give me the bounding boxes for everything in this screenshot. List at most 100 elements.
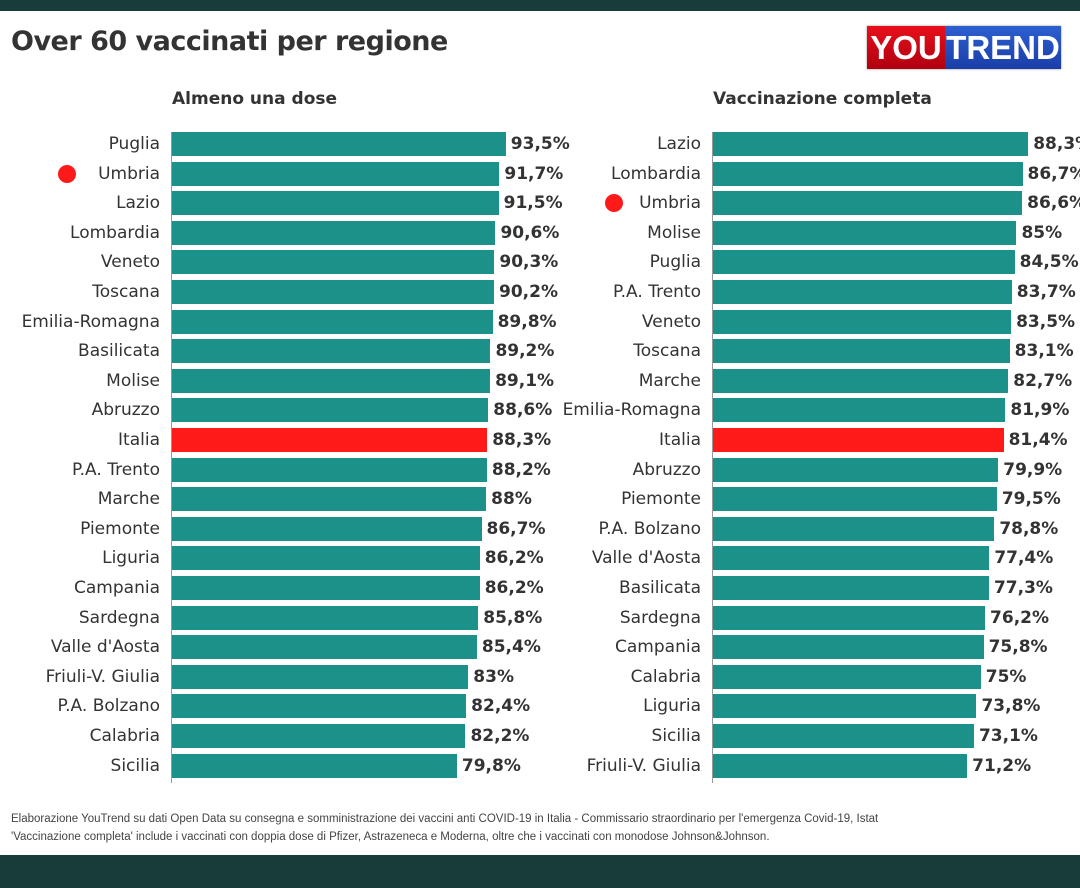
category-label: Molise (647, 222, 701, 243)
value-label: 82,4% (471, 696, 531, 717)
value-label: 84,5% (1019, 252, 1079, 273)
category-label: Sardegna (78, 607, 160, 628)
category-label: Sicilia (110, 755, 160, 776)
category-label: Piemonte (621, 489, 701, 510)
value-label: 82,7% (1013, 370, 1073, 391)
panel-title-first-dose: Almeno una dose (172, 89, 338, 109)
value-label: 75% (985, 666, 1027, 687)
category-label: Friuli-V. Giulia (45, 666, 160, 687)
value-label: 91,7% (504, 163, 564, 184)
axis-line (712, 132, 713, 784)
bar (172, 309, 493, 334)
value-label: 71,2% (972, 755, 1032, 776)
category-label: Lombardia (611, 163, 701, 184)
bar (713, 457, 999, 482)
bar (713, 576, 989, 600)
bar (713, 428, 1004, 452)
panel-title-complete: Vaccinazione completa (713, 89, 932, 109)
value-label: 86,6% (1027, 193, 1080, 214)
bar (713, 398, 1006, 423)
value-label: 90,2% (499, 282, 558, 302)
value-label: 85,4% (481, 637, 541, 658)
bar (172, 635, 477, 660)
value-label: 91,5% (503, 193, 563, 214)
bar (172, 250, 495, 275)
category-label: Molise (106, 370, 160, 391)
value-label: 85,8% (483, 607, 543, 628)
footer-definition: 'Vaccinazione completa' include i vaccin… (11, 831, 770, 843)
bar (172, 220, 496, 245)
category-label: Calabria (89, 726, 160, 746)
category-label: Sardegna (619, 607, 701, 628)
value-label: 83,5% (1016, 311, 1076, 332)
value-label: 79,9% (1003, 459, 1063, 480)
bar (713, 487, 997, 512)
bar (713, 664, 981, 689)
category-label: Friuli-V. Giulia (586, 755, 701, 776)
bar (172, 487, 487, 512)
bar (172, 753, 457, 778)
bar (172, 191, 499, 216)
value-label: 88,3% (1033, 134, 1080, 154)
category-label: Valle d'Aosta (50, 637, 160, 658)
bar (172, 576, 480, 600)
value-label: 83% (473, 666, 514, 687)
bar (713, 132, 1029, 156)
value-label: 83,7% (1016, 282, 1076, 302)
bar (172, 132, 506, 156)
value-label: 85% (1021, 222, 1063, 243)
value-label: 77,3% (993, 578, 1053, 598)
category-label: Veneto (641, 311, 701, 332)
category-label: Lazio (657, 134, 701, 154)
category-label: Puglia (649, 252, 701, 273)
bar (172, 398, 489, 423)
bar (172, 724, 466, 748)
category-label: Piemonte (80, 518, 160, 539)
bar (713, 753, 968, 778)
youtrend-logo: YOU TREND (867, 26, 1061, 69)
category-label: Liguria (643, 696, 701, 717)
category-label: Veneto (100, 252, 160, 273)
logo-part-trend: TREND (945, 26, 1061, 69)
category-label: Calabria (630, 666, 701, 687)
value-label: 78,8% (999, 518, 1059, 539)
category-label: Puglia (108, 134, 160, 154)
value-label: 88,3% (492, 430, 552, 450)
bar (713, 280, 1012, 304)
value-label: 89,2% (495, 341, 555, 362)
bar (713, 250, 1015, 275)
bar (713, 724, 974, 748)
bar (172, 664, 469, 689)
category-label: Marche (97, 489, 160, 510)
bar (713, 309, 1012, 334)
value-label: 90,6% (500, 222, 560, 243)
category-label: Lazio (116, 193, 160, 214)
category-label: Campania (615, 637, 701, 658)
bar (172, 546, 480, 571)
category-label: Campania (74, 578, 160, 598)
bar (713, 220, 1017, 245)
category-label: Liguria (102, 548, 160, 569)
bar (172, 694, 467, 719)
value-label: 81,9% (1010, 400, 1070, 421)
category-label: Abruzzo (632, 459, 701, 480)
category-label: P.A. Trento (72, 459, 160, 480)
bar (172, 605, 479, 630)
value-label: 79,8% (461, 755, 521, 776)
value-label: 89,1% (495, 370, 555, 391)
bar (172, 428, 488, 452)
footer-source: Elaborazione YouTrend su dati Open Data … (11, 813, 879, 825)
bar (172, 161, 500, 186)
value-label: 75,8% (988, 637, 1048, 658)
footer-note: Elaborazione YouTrend su dati Open Data … (11, 810, 878, 846)
value-label: 86,2% (484, 578, 544, 598)
bar (713, 605, 986, 630)
category-label: Umbria (98, 163, 160, 184)
bar (172, 280, 494, 304)
value-label: 79,5% (1001, 489, 1061, 510)
bottom-band (0, 855, 1080, 888)
category-label: Italia (118, 430, 160, 450)
bar (713, 191, 1023, 216)
value-label: 88,2% (491, 459, 551, 480)
value-label: 89,8% (497, 311, 557, 332)
